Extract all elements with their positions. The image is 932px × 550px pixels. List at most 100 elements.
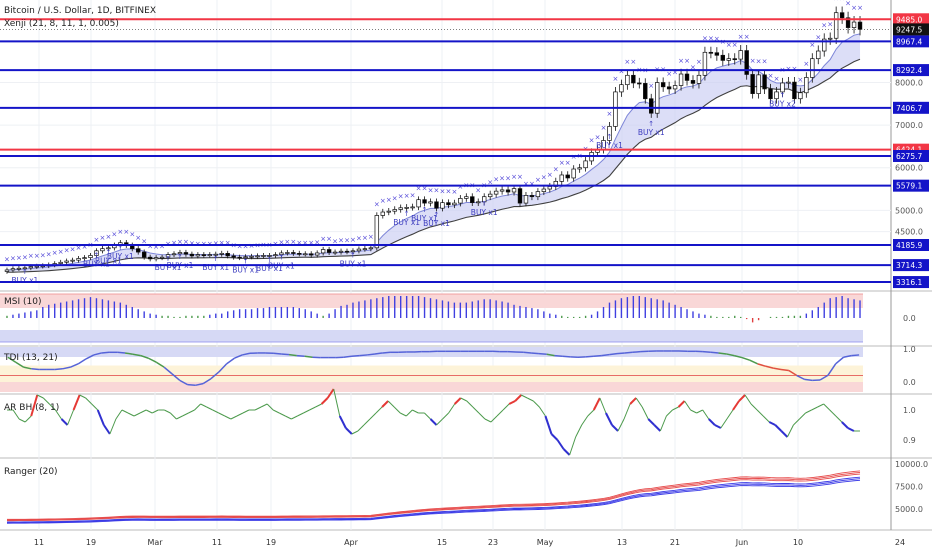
- buy-signal-label: BUY x1: [393, 218, 420, 227]
- buy-arrow: ↑: [780, 91, 786, 99]
- candle: [231, 255, 236, 258]
- x-marker: ×: [451, 188, 457, 196]
- ar-bh-title: AR BH (8, 1): [4, 403, 59, 413]
- candle: [649, 98, 654, 114]
- ar-bh-segment: [133, 412, 141, 417]
- ar-bh-segment: [363, 418, 371, 426]
- tdi-segment: [54, 368, 63, 371]
- time-axis: 11 19 Mar 11 19 Apr 15 23 May 13 21 Jun 10 24: [34, 538, 905, 547]
- ar-bh-segment: [762, 415, 770, 423]
- ar-bh-segment: [768, 421, 776, 426]
- x-marker: ×: [732, 41, 738, 49]
- ar-bh-segment: [544, 415, 553, 435]
- candle: [833, 12, 839, 39]
- buy-signal-label: BUY x1: [202, 263, 229, 272]
- tdi-segment: [234, 354, 243, 359]
- ar-bh-segment: [42, 397, 50, 405]
- tdi-segment: [749, 359, 758, 365]
- x-marker: ×: [666, 70, 672, 78]
- tdi-pane: [0, 347, 863, 392]
- ar-bh-segment: [472, 406, 480, 414]
- ar-bh-segment: [829, 409, 837, 417]
- candle: [171, 253, 177, 256]
- candle: [529, 195, 535, 198]
- candle: [422, 199, 427, 204]
- ar-bh-segment: [242, 409, 250, 414]
- ar-bh-segment: [556, 439, 565, 450]
- candle: [70, 259, 75, 262]
- tdi-segment: [554, 354, 563, 358]
- ar-bh-segment: [85, 397, 93, 405]
- ar-bh-segment: [496, 409, 504, 417]
- candle: [16, 267, 22, 270]
- x-marker: ×: [52, 249, 58, 257]
- candle: [452, 202, 457, 206]
- y-tick-label: 5000.0: [895, 206, 923, 215]
- level-tag-label: 6275.7: [896, 152, 922, 161]
- ar-bh-segment: [236, 412, 244, 417]
- ar-bh-segment: [672, 406, 679, 411]
- candle: [607, 126, 612, 141]
- x-tick-label: 11: [212, 538, 222, 547]
- ar-bh-segment: [297, 412, 304, 417]
- x-marker: ×: [589, 136, 595, 144]
- buy-arrow: ↑: [105, 249, 111, 257]
- tdi-segment: [15, 361, 24, 368]
- candle: [398, 207, 403, 210]
- ar-bh-segment: [562, 448, 571, 456]
- x-marker: ×: [332, 238, 338, 246]
- x-marker: ×: [356, 234, 362, 242]
- candle: [368, 247, 374, 250]
- x-marker: ×: [559, 159, 565, 167]
- x-marker: ×: [738, 33, 744, 41]
- x-marker: ×: [517, 173, 523, 181]
- x-marker: ×: [177, 238, 183, 246]
- ar-bh-segment: [315, 403, 322, 408]
- ar-bh-segment: [478, 412, 486, 420]
- ar-bh-segment: [460, 397, 467, 402]
- x-marker: ×: [785, 65, 791, 73]
- x-marker: ×: [153, 243, 159, 251]
- candle: [684, 73, 690, 81]
- level-tag: [893, 239, 929, 252]
- candle: [565, 174, 570, 179]
- x-marker: ×: [82, 243, 88, 251]
- candle: [76, 258, 81, 261]
- candle: [822, 38, 827, 52]
- ranger-band-line: [6, 478, 861, 524]
- msi-upper-zone: [0, 294, 863, 308]
- tdi-segment: [7, 356, 17, 363]
- x-marker: ×: [857, 4, 863, 12]
- x-marker: ×: [219, 239, 225, 247]
- x-tick-label: Apr: [344, 538, 359, 547]
- x-marker: ×: [684, 57, 690, 65]
- buy-arrow: ↑: [165, 255, 171, 263]
- tdi-segment: [210, 371, 220, 380]
- x-marker: ×: [76, 244, 82, 252]
- candle: [10, 268, 16, 271]
- buy-arrow: ↑: [607, 133, 613, 141]
- ar-bh-segment: [375, 406, 383, 414]
- tdi-segment: [242, 352, 251, 356]
- ar-bh-segment: [30, 394, 39, 417]
- x-marker: ×: [326, 235, 332, 243]
- x-marker: ×: [380, 197, 386, 205]
- tdi-segment: [304, 355, 313, 358]
- ranger-band-line: [6, 472, 861, 521]
- x-marker: ×: [505, 174, 511, 182]
- x-marker: ×: [16, 254, 22, 262]
- candle: [493, 190, 499, 195]
- x-tick-label: 13: [617, 538, 627, 547]
- ar-bh-segment: [708, 418, 716, 426]
- ar-bh-segment: [291, 415, 298, 420]
- x-marker: ×: [4, 256, 10, 264]
- tdi-segment: [780, 368, 789, 372]
- x-marker: ×: [624, 58, 630, 66]
- candle: [577, 167, 582, 170]
- ar-bh-segment: [285, 415, 292, 420]
- candle: [386, 210, 391, 213]
- x-marker: ×: [189, 240, 195, 248]
- buy-signal-label: BUY x1: [95, 257, 122, 266]
- candle: [487, 193, 493, 198]
- x-marker: ×: [416, 184, 422, 192]
